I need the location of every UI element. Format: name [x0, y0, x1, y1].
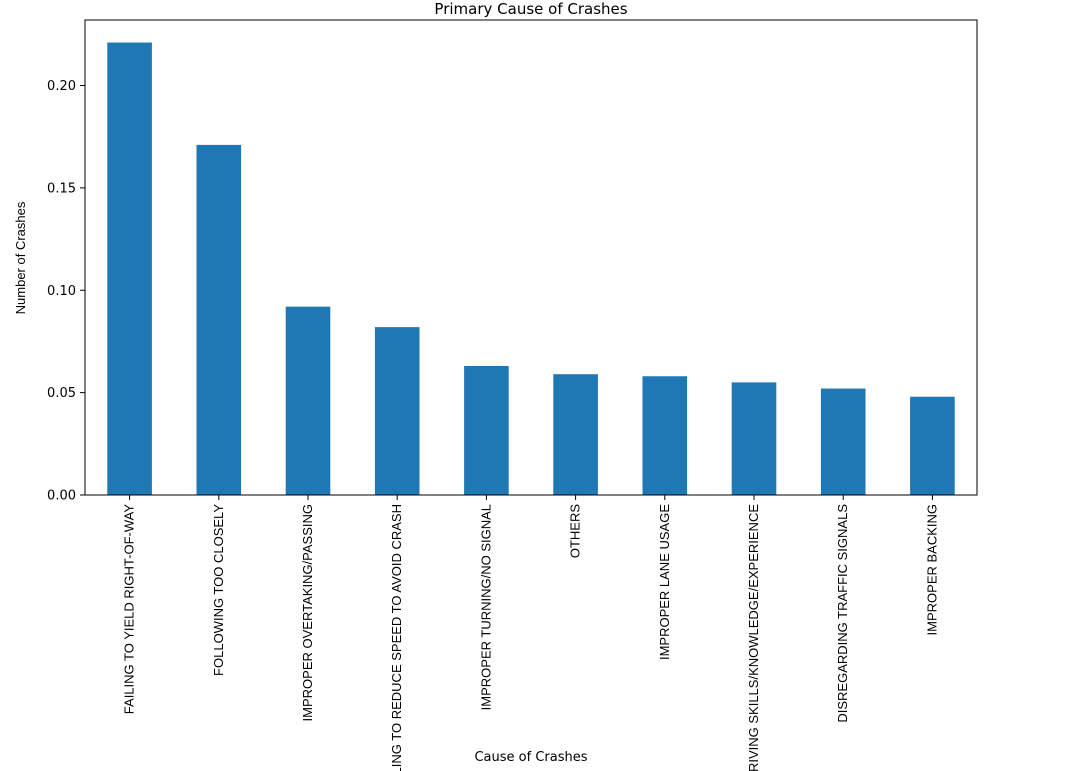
bar-4 — [464, 366, 509, 495]
bar-0 — [107, 42, 152, 496]
y-axis-ticks: 0.00 0.05 0.10 0.15 0.20 — [47, 79, 85, 504]
x-tick-label: FAILING TO YIELD RIGHT-OF-WAY — [122, 504, 137, 715]
x-tick-label: FAILING TO REDUCE SPEED TO AVOID CRASH — [389, 504, 404, 771]
x-tick-label: FOLLOWING TOO CLOSELY — [211, 504, 226, 676]
plot-frame — [84, 19, 978, 496]
chart-title: Primary Cause of Crashes — [434, 0, 627, 18]
x-tick-label: OTHERS — [568, 504, 583, 559]
bar-3 — [374, 327, 420, 495]
x-tick-label: IMPROPER BACKING — [924, 504, 939, 635]
x-tick-label: IMPROPER OVERTAKING/PASSING — [300, 504, 315, 721]
y-tick-label: 0.15 — [47, 181, 76, 196]
y-axis-label: Number of Crashes — [13, 201, 28, 314]
x-tick-label: DISREGARDING TRAFFIC SIGNALS — [835, 504, 850, 723]
x-axis-label: Cause of Crashes — [474, 750, 587, 765]
x-tick-label: DRIVING SKILLS/KNOWLEDGE/EXPERIENCE — [746, 504, 761, 771]
bar-6 — [642, 376, 688, 495]
x-tick-label: IMPROPER TURNING/NO SIGNAL — [478, 504, 493, 710]
y-tick-label: 0.20 — [47, 79, 76, 94]
y-tick-label: 0.10 — [47, 284, 76, 299]
bar-8 — [820, 388, 866, 495]
x-tick-label: IMPROPER LANE USAGE — [657, 504, 672, 660]
bar-9 — [910, 396, 955, 495]
x-axis-ticks: FAILING TO YIELD RIGHT-OF-WAY FOLLOWING T… — [122, 495, 939, 771]
bar-7 — [731, 382, 777, 495]
bar-2 — [285, 306, 331, 495]
y-tick-label: 0.05 — [47, 386, 76, 401]
y-tick-label: 0.00 — [47, 489, 76, 504]
bars-group — [107, 42, 955, 496]
bar-5 — [553, 374, 598, 495]
bar-1 — [196, 144, 242, 495]
